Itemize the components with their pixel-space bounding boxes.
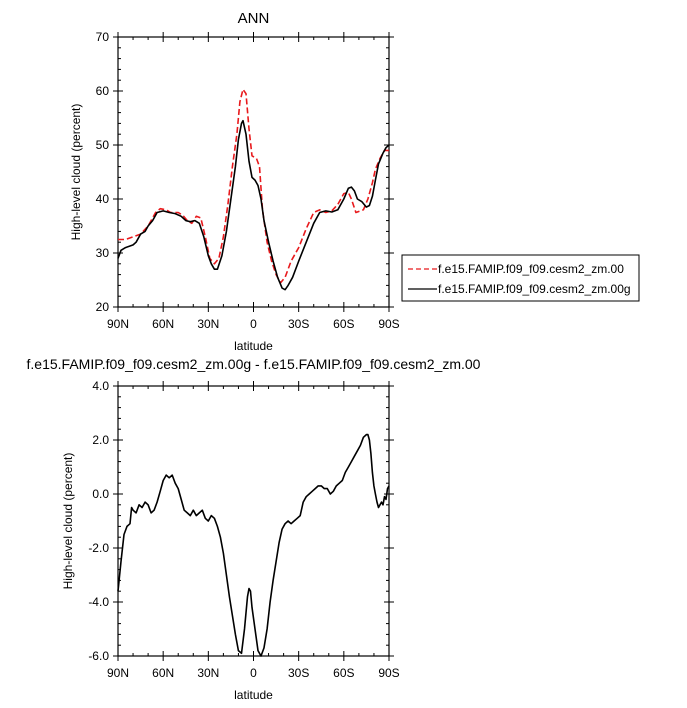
legend: f.e15.FAMIP.f09_f09.cesm2_zm.00 f.e15.FA… [401, 254, 640, 302]
bottom-series-lines [117, 433, 390, 657]
bottom-y-tick-label: -4.0 [88, 595, 109, 609]
legend-label-series-1: f.e15.FAMIP.f09_f09.cesm2_zm.00 [438, 262, 624, 276]
top-y-axis: 20 30 40 50 60 70 [96, 30, 394, 314]
bottom-x-axis-label: latitude [234, 688, 273, 702]
bottom-series-line-1 [117, 433, 390, 657]
legend-box [401, 254, 640, 302]
bottom-y-tick-label: 0.0 [92, 487, 109, 501]
top-y-tick-label: 60 [96, 84, 110, 98]
bottom-y-tick-label: -6.0 [88, 649, 109, 663]
bottom-y-tick-label: -2.0 [88, 541, 109, 555]
bottom-x-tick-label: 60N [152, 666, 174, 680]
top-panel: ANN 20 30 40 50 60 70 90N 60N 30N 0 30S 60S 90S lat… [69, 10, 640, 353]
top-y-tick-label: 70 [96, 30, 110, 44]
top-chart-title: ANN [238, 10, 270, 27]
top-series-line-2 [117, 119, 390, 291]
bottom-x-tick-label: 60S [333, 666, 354, 680]
top-x-axis-label: latitude [234, 339, 273, 353]
top-y-axis-label: High-level cloud (percent) [69, 104, 83, 241]
top-x-tick-label: 30S [288, 317, 309, 331]
top-y-tick-label: 30 [96, 246, 110, 260]
top-x-tick-label: 0 [250, 317, 257, 331]
bottom-x-tick-label: 30S [288, 666, 309, 680]
top-x-tick-label: 90N [107, 317, 129, 331]
bottom-x-tick-label: 90N [107, 666, 129, 680]
top-series-line-1 [118, 88, 389, 284]
bottom-y-axis: -6.0 -4.0 -2.0 0.0 2.0 4.0 [88, 379, 394, 663]
top-x-axis: 90N 60N 30N 0 30S 60S 90S [107, 32, 400, 331]
top-y-tick-label: 20 [96, 300, 110, 314]
top-series-lines [117, 88, 390, 291]
bottom-y-tick-label: 2.0 [92, 433, 109, 447]
top-x-tick-label: 30N [197, 317, 219, 331]
bottom-x-tick-label: 90S [378, 666, 399, 680]
top-x-tick-label: 60N [152, 317, 174, 331]
top-plot-frame [117, 36, 390, 308]
top-x-tick-label: 90S [378, 317, 399, 331]
bottom-panel: f.e15.FAMIP.f09_f09.cesm2_zm.00g - f.e15… [27, 356, 481, 702]
bottom-x-axis: 90N 60N 30N 0 30S 60S 90S [107, 381, 400, 680]
top-y-tick-label: 40 [96, 192, 110, 206]
legend-label-series-2: f.e15.FAMIP.f09_f09.cesm2_zm.00g [438, 282, 631, 296]
bottom-x-tick-label: 0 [250, 666, 257, 680]
bottom-chart-title: f.e15.FAMIP.f09_f09.cesm2_zm.00g - f.e15… [27, 356, 481, 372]
bottom-y-tick-label: 4.0 [92, 379, 109, 393]
bottom-y-axis-label: High-level cloud (percent) [61, 453, 75, 590]
top-x-tick-label: 60S [333, 317, 354, 331]
top-y-tick-label: 50 [96, 138, 110, 152]
bottom-x-tick-label: 30N [197, 666, 219, 680]
